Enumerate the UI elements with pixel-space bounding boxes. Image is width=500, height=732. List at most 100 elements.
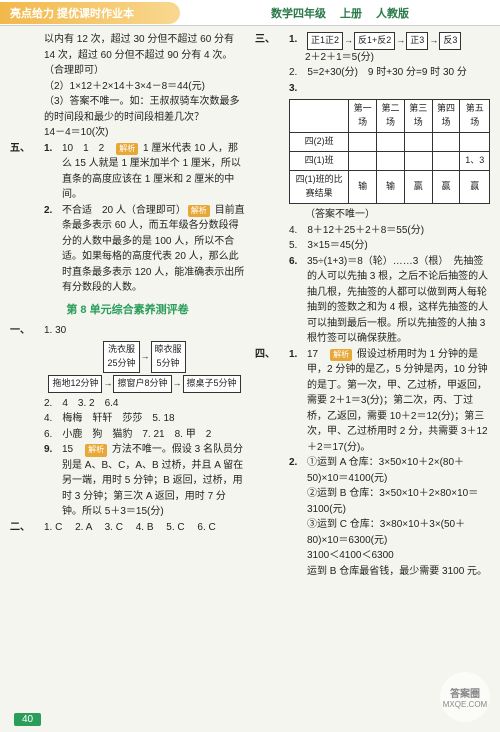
section-5: 五、 1. 10 1 2 解析 1 厘米代表 10 人，那么 15 人就是 1 … [10, 141, 245, 296]
option: 3. C [105, 522, 123, 533]
header-subject: 数学四年级 [271, 5, 326, 21]
calc-line: ①运到 A 仓库：3×50×10＋2×(80＋50)×10＝4100(元) [307, 455, 490, 486]
flow-box: 正3 [406, 32, 428, 50]
table-cell [377, 152, 405, 171]
table-cell [349, 152, 377, 171]
option: 4. B [136, 522, 154, 533]
flow-box: 擦桌子5分钟 [183, 375, 241, 393]
section-label: 二、 [10, 520, 44, 536]
section-label: 三、 [255, 32, 289, 50]
table-cell: 1、3 [460, 152, 490, 171]
option: 6. C [197, 522, 215, 533]
calc-line: 3100＜4100＜6300 [307, 548, 490, 564]
table-cell [377, 133, 405, 152]
flow-box: 擦窗户8分钟 [113, 375, 171, 393]
item-label: 1. [289, 32, 307, 50]
table-row: 四(1)班的比赛结果 输 输 赢 赢 赢 [290, 171, 490, 204]
flow-box: 反1+反2 [354, 32, 395, 50]
section-4: 四、 1. 17 解析 假设过桥用时为 1 分钟的是甲，2 分钟的是乙，5 分钟… [255, 347, 490, 580]
section-label: 四、 [255, 347, 289, 580]
table-cell: 四(1)班的比赛结果 [290, 171, 349, 204]
table-cell: 赢 [432, 171, 460, 204]
calc-line: ③运到 C 仓库：3×80×10＋3×(50＋80)×10＝6300(元) [307, 517, 490, 548]
table-cell [404, 152, 432, 171]
text-block: （3）答案不唯一。如：王叔叔骑车次数最多的时间段和最少的时间段相差几次？ [10, 94, 245, 125]
explanation-text: 假设过桥用时为 1 分钟的是甲，2 分钟的是乙，5 分钟是丙，10 分钟的是丁。… [307, 349, 488, 453]
header-left-text: 亮点给力 提优课时作业本 [10, 5, 134, 21]
explanation-text: 目前直条最多表示 60 人，而五年级各分数段得分的人数中最多的是 100 人，所… [62, 205, 245, 294]
hint-badge: 解析 [330, 349, 352, 361]
header-left-badge: 亮点给力 提优课时作业本 [0, 2, 180, 24]
table-cell [290, 100, 349, 133]
item-label: 9. [44, 442, 62, 520]
item-label: 2. [289, 455, 307, 579]
table-cell: 第四场 [432, 100, 460, 133]
header-edition: 人教版 [376, 5, 409, 21]
table-row: 四(2)班 [290, 133, 490, 152]
header-right: 数学四年级 上册 人教版 [180, 5, 500, 21]
section-3: 三、 1. 正1正2→反1+反2→正3→反3 [255, 32, 490, 50]
calc-line: 运到 B 仓库最省钱，最少需要 3100 元。 [307, 564, 490, 580]
watermark-title: 答案圈 [450, 685, 480, 700]
table-cell: 第五场 [460, 100, 490, 133]
table-cell: 第一场 [349, 100, 377, 133]
table-cell [432, 133, 460, 152]
answer-line: 6. 小鹿 狗 猫豹 7. 21 8. 甲 2 [10, 427, 245, 443]
item-label: 1. [289, 347, 307, 456]
answer-line: 2. 4 3. 2 6.4 [10, 396, 245, 412]
section-label: 五、 [10, 141, 44, 296]
table-cell: 赢 [460, 171, 490, 204]
table-cell: 四(1)班 [290, 152, 349, 171]
page-header: 亮点给力 提优课时作业本 数学四年级 上册 人教版 [0, 0, 500, 26]
answer-line: 5. 3×15＝45(分) [255, 238, 490, 254]
text-block: （2）1×12＋2×14＋3×4－8＝44(元) [10, 79, 245, 95]
answer-text: 15 [62, 444, 83, 455]
arrow-right-icon: → [173, 377, 182, 391]
arrow-right-icon: → [344, 35, 353, 45]
table-row: 四(1)班 1、3 [290, 152, 490, 171]
option: 2. A [75, 522, 92, 533]
section-1: 一、 1. 30 [10, 323, 245, 339]
table-cell [404, 133, 432, 152]
table-cell: 输 [349, 171, 377, 204]
watermark-sub: MXQE.COM [443, 700, 487, 709]
table-cell: 赢 [404, 171, 432, 204]
answer-text: 10 1 2 [62, 143, 114, 154]
table-cell: 第二场 [377, 100, 405, 133]
option: 5. C [166, 522, 184, 533]
hint-badge: 解析 [188, 205, 210, 217]
page-number: 40 [14, 713, 41, 726]
flow-box: 晾衣服 5分钟 [151, 341, 186, 373]
item-label: 6. [289, 254, 307, 347]
table-cell [349, 133, 377, 152]
text-block: 以内有 12 次，超过 30 分但不超过 60 分有 14 次，超过 60 分但… [10, 32, 245, 79]
text-block: 2＋2＋1＝5(分) [255, 50, 490, 66]
hint-badge: 解析 [116, 143, 138, 155]
flowchart: 洗衣服 25分钟 → 晾衣服 5分钟 拖地12分钟 → 擦窗户8分钟 → 擦桌子… [44, 341, 245, 393]
page-body: 以内有 12 次，超过 30 分但不超过 60 分有 14 次，超过 60 分但… [0, 26, 500, 579]
arrow-right-icon: → [141, 350, 150, 364]
table-cell [460, 133, 490, 152]
answer-line: 2. 5=2+30(分) 9 时+30 分=9 时 30 分 [255, 65, 490, 81]
answer-text: 1. 30 [44, 323, 245, 339]
hint-badge: 解析 [85, 444, 107, 456]
flow-box: 正1正2 [307, 32, 343, 50]
calc-line: ②运到 B 仓库：3×50×10＋2×80×10＝3100(元) [307, 486, 490, 517]
table-row: 第一场 第二场 第三场 第四场 第五场 [290, 100, 490, 133]
flow-box: 洗衣服 25分钟 [103, 341, 139, 373]
explanation-text: 35÷(1+3)＝8（轮）……3（根） 先抽签的人可以先抽 3 根，之后不论后抽… [307, 254, 490, 347]
left-column: 以内有 12 次，超过 30 分但不超过 60 分有 14 次，超过 60 分但… [10, 32, 245, 579]
answer-text: 17 [307, 349, 328, 360]
table-cell [432, 152, 460, 171]
watermark: 答案圈 MXQE.COM [440, 672, 490, 722]
answer-line: 4. 梅梅 轩轩 莎莎 5. 18 [10, 411, 245, 427]
note-text: （答案不唯一） [255, 207, 490, 223]
flow-box: 拖地12分钟 [48, 375, 102, 393]
table-cell: 第三场 [404, 100, 432, 133]
text-block: 14－4＝10(次) [10, 125, 245, 141]
item-label: 2. [44, 203, 62, 296]
arrow-right-icon: → [396, 35, 405, 45]
arrow-right-icon: → [103, 377, 112, 391]
table-cell: 输 [377, 171, 405, 204]
header-volume: 上册 [340, 5, 362, 21]
